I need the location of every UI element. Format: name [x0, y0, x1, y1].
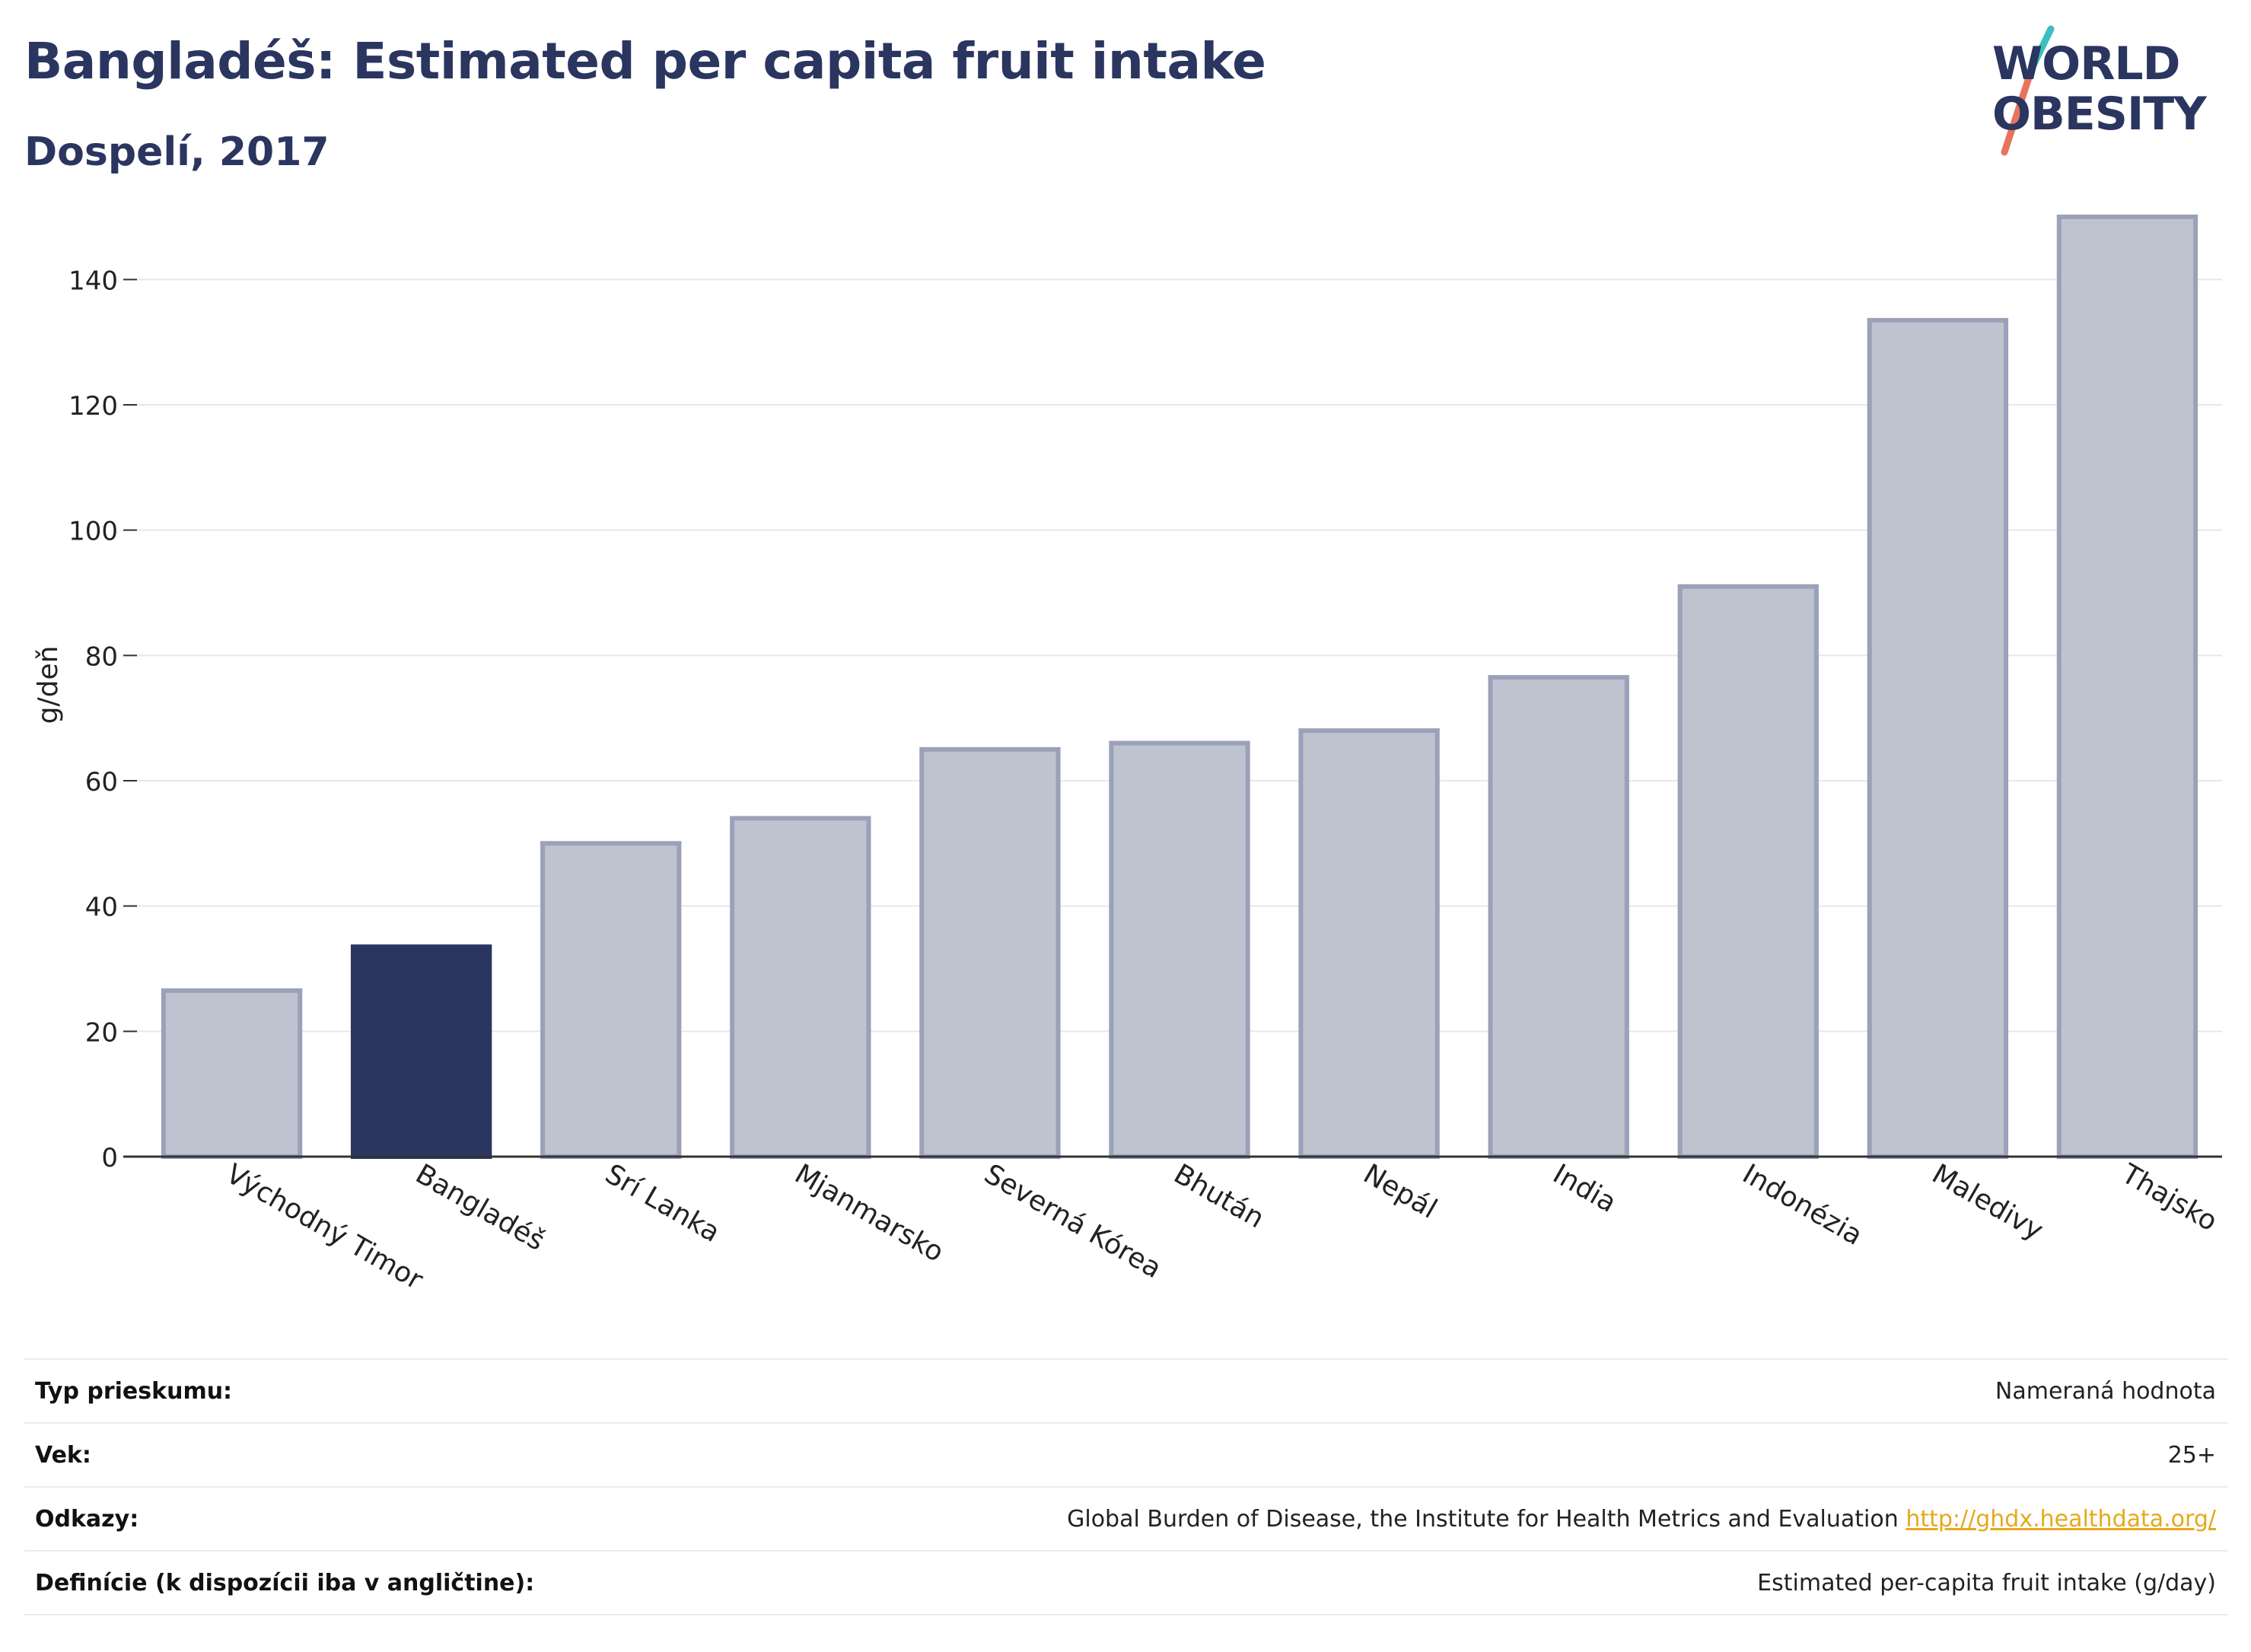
y-tick-label: 60	[85, 767, 118, 797]
axis-layer	[123, 279, 2222, 1158]
logo-slash-icon	[2001, 25, 2055, 156]
y-tick-label: 80	[85, 641, 118, 672]
bar[interactable]	[1488, 675, 1629, 1159]
meta-label: Typ prieskumu:	[35, 1377, 233, 1405]
x-tick-label: India	[1548, 1158, 1622, 1219]
meta-row-survey-type: Typ prieskumu: Nameraná hodnota	[24, 1358, 2228, 1422]
bar[interactable]	[540, 841, 682, 1160]
y-tick-label: 40	[85, 893, 118, 923]
reference-link[interactable]: http://ghdx.healthdata.org/	[1906, 1505, 2216, 1533]
bar[interactable]	[2056, 215, 2198, 1159]
x-tick-label: Mjanmarsko	[789, 1158, 948, 1268]
x-tick-label: Nepál	[1358, 1158, 1443, 1225]
bar[interactable]	[1109, 740, 1250, 1159]
meta-row-references: Odkazy: Global Burden of Disease, the In…	[24, 1486, 2228, 1550]
y-tick-label: 0	[101, 1143, 118, 1173]
bar-chart: 0 20 40 60 80 100 120 140 Východný TimorBangladé…	[33, 215, 2222, 1296]
meta-value: 25+	[2167, 1441, 2216, 1469]
meta-value: Estimated per-capita fruit intake (g/day…	[1757, 1569, 2216, 1596]
bar[interactable]	[161, 988, 303, 1159]
meta-label: Odkazy:	[35, 1505, 139, 1533]
meta-row-age: Vek: 25+	[24, 1422, 2228, 1486]
y-tick-label: 120	[68, 391, 118, 422]
x-tick-label: Východný Timor	[221, 1158, 428, 1296]
x-tick-label: Srí Lanka	[600, 1158, 725, 1249]
metadata-table: Typ prieskumu: Nameraná hodnota Vek: 25+…	[24, 1358, 2228, 1615]
logo-word-obesity: OBESITY	[1992, 88, 2207, 141]
bar[interactable]	[919, 746, 1061, 1159]
reference-text: Global Burden of Disease, the Institute …	[1067, 1505, 1899, 1533]
chart-subtitle: Dospelí, 2017	[24, 129, 330, 175]
y-tick-label: 100	[68, 517, 118, 547]
bar-layer	[161, 215, 2198, 1160]
bar[interactable]	[1298, 728, 1440, 1159]
y-tick-label: 20	[85, 1017, 118, 1048]
meta-label: Definície (k dispozícii iba v angličtine…	[35, 1569, 535, 1596]
meta-row-definitions: Definície (k dispozícii iba v angličtine…	[24, 1550, 2228, 1615]
x-tick-label: Bangladéš	[410, 1158, 550, 1257]
chart-title: Bangladéš: Estimated per capita fruit in…	[24, 32, 1266, 91]
meta-value: Nameraná hodnota	[1995, 1377, 2216, 1405]
y-axis-title: g/deň	[33, 646, 64, 724]
logo-word-world: WORLD	[1992, 37, 2180, 91]
bar[interactable]	[730, 816, 871, 1160]
meta-label: Vek:	[35, 1441, 91, 1469]
x-tick-label: Indonézia	[1737, 1158, 1867, 1252]
x-tick-label: Thajsko	[2116, 1158, 2222, 1238]
bar-highlight[interactable]	[350, 944, 492, 1160]
meta-value-references: Global Burden of Disease, the Institute …	[1067, 1506, 2228, 1533]
world-obesity-logo: WORLD OBESITY	[1979, 23, 2237, 160]
bar[interactable]	[1677, 584, 1819, 1159]
y-tick-label: 140	[68, 266, 118, 296]
x-tick-label: Bhután	[1169, 1158, 1270, 1234]
bar[interactable]	[1867, 317, 2009, 1160]
x-tick-label: Maledivy	[1927, 1158, 2049, 1246]
x-tick-label: Severná Kórea	[979, 1158, 1167, 1284]
